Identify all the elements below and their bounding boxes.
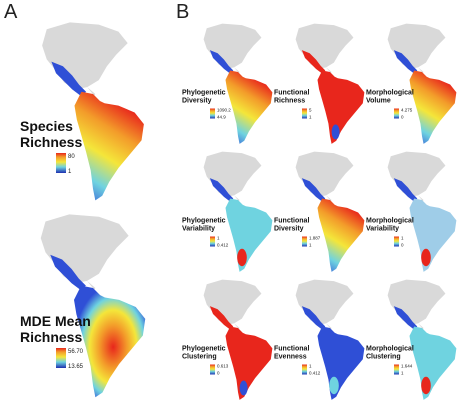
legend-colorbar: [394, 236, 399, 247]
map-label-line1: Phylogenetic: [182, 218, 226, 225]
map-label-line2: Variability: [366, 226, 399, 233]
legend-max-label: 80: [68, 154, 75, 160]
map-label-line2: Evenness: [274, 354, 307, 361]
legend-min-label: 44.9: [217, 115, 226, 120]
south-america-region: [409, 326, 457, 400]
legend-max-label: 1: [217, 236, 220, 241]
legend-colorbar: [56, 348, 66, 368]
map-label-line1: Functional: [274, 218, 309, 225]
panel-b-letter: B: [176, 1, 189, 23]
legend-colorbar: [394, 364, 399, 375]
south-america-region: [317, 326, 365, 400]
legend-colorbar: [210, 236, 215, 247]
map-label-line2: Clustering: [366, 354, 401, 361]
legend-colorbar: [302, 364, 307, 375]
southern-tip-patch: [329, 376, 339, 395]
map-label-line1: Phylogenetic: [182, 90, 226, 97]
map-label-line1: Functional: [274, 90, 309, 97]
map-label-line1: Morphological: [366, 346, 414, 353]
legend-max-label: 1.887: [309, 236, 321, 241]
legend-max-label: 0.613: [217, 364, 229, 369]
legend-min-label: 0: [217, 371, 220, 376]
legend-min-label: 1: [309, 115, 312, 120]
map-label-line1: Functional: [274, 346, 309, 353]
map-label-line2: Variability: [182, 226, 215, 233]
south-america-region: [409, 70, 457, 144]
legend-max-label: 1.644: [401, 364, 413, 369]
legend-max-label: 1090.2: [217, 108, 231, 113]
map-label-line2: Richness: [274, 98, 305, 105]
map-label-line2: Diversity: [182, 98, 212, 105]
map-label-line2: Richness: [20, 329, 82, 345]
legend-colorbar: [210, 364, 215, 375]
legend-max-label: 1: [309, 364, 312, 369]
legend-min-label: 1: [401, 371, 404, 376]
legend-min-label: 13.65: [68, 364, 84, 370]
southern-tip-patch: [331, 124, 340, 140]
south-america-region: [225, 70, 273, 144]
south-america-region: [409, 198, 457, 272]
legend-min-label: 0.412: [309, 371, 321, 376]
southern-tip-patch: [237, 248, 247, 267]
legend-colorbar: [302, 108, 307, 119]
legend-min-label: 0: [401, 243, 404, 248]
southern-tip-patch: [239, 380, 248, 396]
map-label-line1: Phylogenetic: [182, 346, 226, 353]
legend-colorbar: [210, 108, 215, 119]
south-america-region: [225, 326, 273, 400]
map-label-line1: Species: [20, 118, 73, 134]
southern-tip-patch: [421, 376, 431, 395]
panel-a-letter: A: [4, 1, 18, 23]
south-america-region: [225, 198, 273, 272]
map-label-line2: Richness: [20, 134, 82, 150]
map-label-line1: Morphological: [366, 90, 414, 97]
map-label-line2: Diversity: [274, 226, 304, 233]
southern-tip-patch: [421, 248, 431, 267]
legend-min-label: 0: [401, 115, 404, 120]
map-label-line1: MDE Mean: [20, 313, 91, 329]
legend-max-label: 56.70: [68, 349, 84, 355]
map-label-line2: Volume: [366, 98, 391, 105]
legend-max-label: 4.275: [401, 108, 413, 113]
legend-colorbar: [302, 236, 307, 247]
south-america-region: [317, 70, 365, 144]
south-america-region: [74, 91, 144, 201]
legend-colorbar: [56, 153, 66, 173]
south-america-region: [74, 285, 146, 398]
legend-max-label: 5: [309, 108, 312, 113]
legend-colorbar: [394, 108, 399, 119]
legend-min-label: 0.412: [217, 243, 229, 248]
map-label-line2: Clustering: [182, 354, 217, 361]
south-america-region: [317, 198, 365, 272]
legend-min-label: 1: [309, 243, 312, 248]
map-label-line1: Morphological: [366, 218, 414, 225]
legend-max-label: 1: [401, 236, 404, 241]
legend-min-label: 1: [68, 169, 72, 175]
